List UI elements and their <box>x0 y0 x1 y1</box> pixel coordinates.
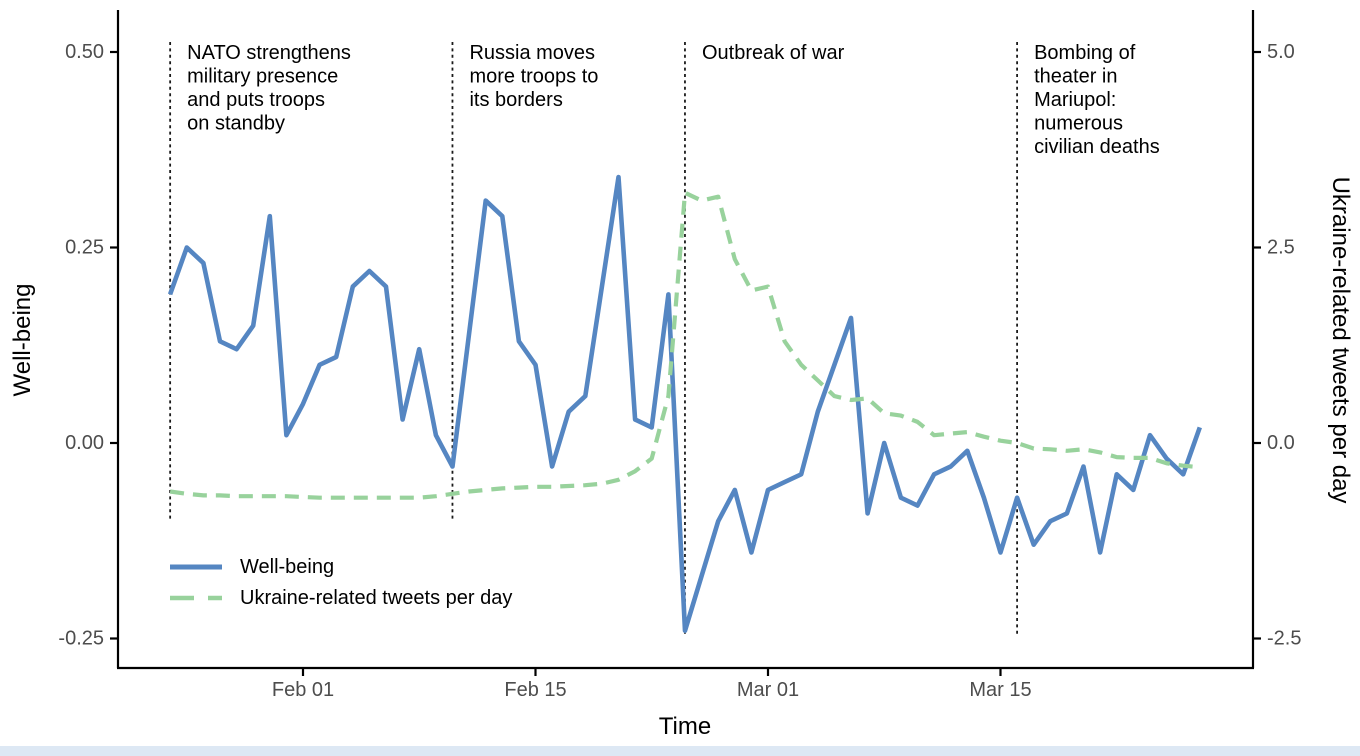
left-axis-tick-label: -0.25 <box>58 628 104 650</box>
event-annotation-1: NATO strengthens military presence and put… <box>187 42 351 135</box>
annotations-layer: NATO strengthens military presence and put… <box>187 42 1160 158</box>
right-axis-tick-label: 2.5 <box>1267 237 1295 259</box>
right-axis-tick-label: 5.0 <box>1267 41 1295 63</box>
axes-layer: 0.50 0.25 0.00 -0.25 5.0 2.5 0.0 -2.5 Feb 01 Feb … <box>58 10 1301 701</box>
right-y-axis-title: Ukraine-related tweets per day <box>1327 177 1354 504</box>
series-layer <box>167 174 1202 634</box>
event-lines-layer <box>169 42 1019 637</box>
event-annotation-2: Russia moves more troops to its borders <box>469 42 598 111</box>
x-axis-tick-label: Feb 01 <box>272 679 334 701</box>
legend: Well-being Ukraine-related tweets per da… <box>170 556 512 609</box>
right-axis-tick-label: 0.0 <box>1267 432 1295 454</box>
event-annotation-4: Bombing of theater in Mariupol: numerous civ… <box>1034 42 1160 158</box>
legend-label-tweets: Ukraine-related tweets per day <box>240 587 512 609</box>
tweets-line <box>169 190 1200 500</box>
left-axis-tick-label: 0.50 <box>65 41 104 63</box>
x-axis-tick-label: Mar 01 <box>737 679 799 701</box>
left-axis-tick-label: 0.25 <box>65 237 104 259</box>
window-edge-strip <box>0 746 1360 756</box>
x-axis-tick-label: Mar 15 <box>969 679 1031 701</box>
right-axis-tick-label: -2.5 <box>1267 628 1301 650</box>
legend-label-wellbeing: Well-being <box>240 556 334 578</box>
left-axis-tick-label: 0.00 <box>65 432 104 454</box>
event-annotation-3: Outbreak of war <box>702 42 845 64</box>
x-axis-title: Time <box>659 713 711 740</box>
left-y-axis-title: Well-being <box>9 284 36 397</box>
wellbeing-line <box>167 174 1202 634</box>
x-axis-tick-label: Feb 15 <box>504 679 566 701</box>
